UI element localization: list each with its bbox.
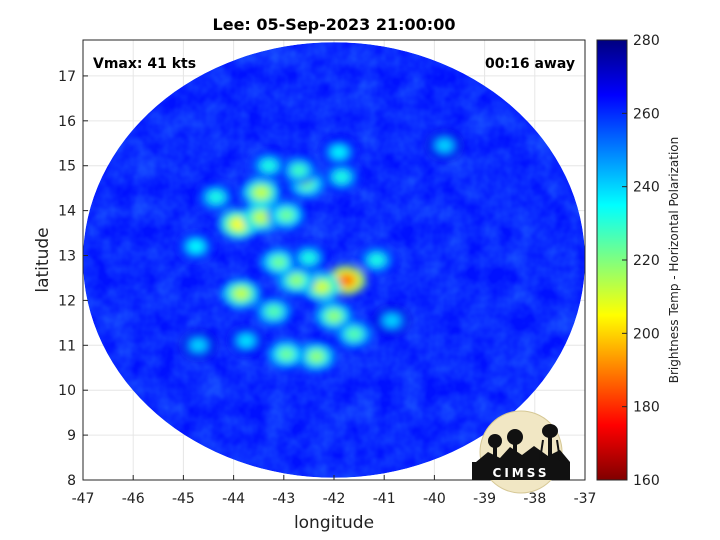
convective-feature	[372, 305, 412, 336]
y-axis-ticks: 8 9 10 11 12 13 14 15 16 17	[58, 69, 88, 489]
logo-text: CIMSS	[493, 466, 550, 480]
convective-feature	[249, 150, 289, 181]
convective-feature	[357, 245, 397, 275]
y-tick-label: 8	[67, 473, 76, 489]
chart-title: Lee: 05-Sep-2023 21:00:00	[213, 15, 456, 34]
x-tick-label: -41	[373, 491, 396, 507]
colorbar-tick-label: 160	[633, 473, 660, 489]
convective-feature	[254, 296, 294, 327]
x-tick-label: -38	[523, 491, 546, 507]
convective-feature	[424, 130, 464, 161]
time-offset-annotation: 00:16 away	[485, 56, 575, 72]
y-tick-label: 13	[58, 249, 76, 265]
convective-feature	[296, 341, 336, 372]
convective-feature	[319, 137, 359, 168]
y-tick-label: 12	[58, 293, 76, 309]
y-tick-label: 14	[58, 204, 76, 220]
x-tick-label: -46	[122, 491, 145, 507]
colorbar-tick-label: 260	[633, 106, 660, 122]
y-tick-label: 16	[58, 114, 76, 130]
x-tick-label: -45	[172, 491, 195, 507]
colorbar-tick-label: 200	[633, 326, 660, 342]
convective-feature	[266, 200, 306, 231]
x-tick-label: -44	[222, 491, 245, 507]
x-tick-label: -47	[72, 491, 95, 507]
convective-feature	[266, 339, 306, 370]
y-tick-label: 15	[58, 159, 76, 175]
convective-feature	[259, 247, 299, 278]
x-tick-label: -42	[323, 491, 346, 507]
convective-feature	[279, 155, 319, 186]
y-tick-label: 17	[58, 69, 76, 85]
vmax-annotation: Vmax: 41 kts	[93, 56, 196, 72]
colorbar-tick-label: 180	[633, 400, 660, 416]
convective-feature	[289, 242, 329, 273]
cimss-logo: CIMSS	[472, 410, 570, 494]
y-axis-label: latitude	[33, 227, 53, 292]
x-axis-ticks: -47 -46 -45 -44 -43 -42 -41 -40 -39 -38 -37	[72, 475, 597, 507]
convective-feature	[196, 182, 236, 213]
convective-feature	[178, 330, 218, 361]
convective-feature	[322, 161, 362, 192]
convective-feature	[226, 325, 266, 356]
colorbar: 160 180 200 220 240 260 280 Brightness Temp - …	[596, 33, 681, 489]
colorbar-tick-label: 240	[633, 180, 660, 196]
y-tick-label: 10	[58, 383, 76, 399]
convective-feature	[241, 177, 281, 208]
y-tick-label: 11	[58, 338, 76, 354]
colorbar-ticks: 160 180 200 220 240 260 280	[622, 33, 660, 489]
x-tick-label: -37	[574, 491, 597, 507]
convective-feature	[176, 231, 216, 262]
convective-feature	[334, 319, 374, 350]
y-tick-label: 9	[67, 428, 76, 444]
colorbar-tick-label: 220	[633, 253, 660, 269]
x-tick-label: -43	[272, 491, 295, 507]
brightness-temperature-swath	[83, 42, 585, 478]
colorbar-label: Brightness Temp - Horizontal Polarizatio…	[667, 137, 681, 384]
colorbar-tick-label: 280	[633, 33, 660, 49]
x-axis-label: longitude	[294, 513, 374, 533]
convective-feature	[221, 278, 261, 309]
x-tick-label: -39	[473, 491, 496, 507]
x-tick-label: -40	[423, 491, 446, 507]
